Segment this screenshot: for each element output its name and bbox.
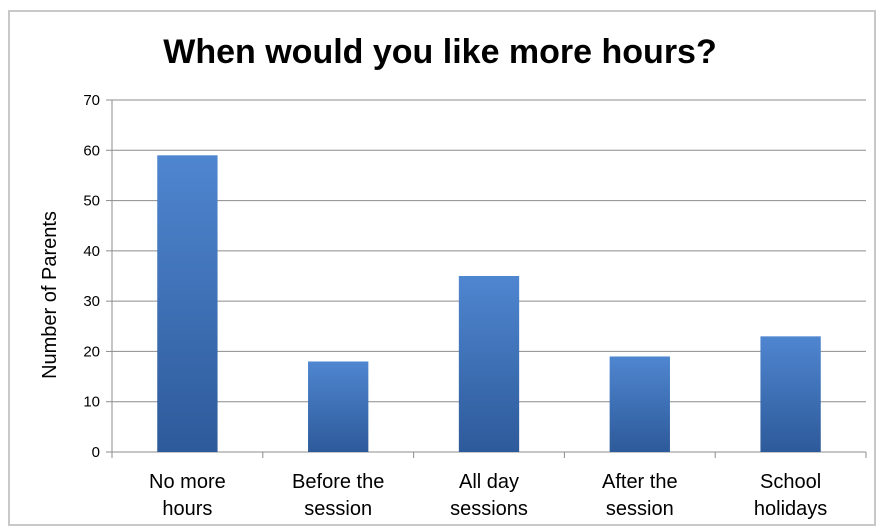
bar <box>609 356 670 452</box>
category-label: session <box>606 498 674 520</box>
category-label: session <box>304 498 372 520</box>
bar <box>157 155 218 453</box>
y-tick-label: 0 <box>92 444 100 461</box>
bars <box>157 155 821 453</box>
chart-title: When would you like more hours? <box>163 33 717 71</box>
y-tick-label: 50 <box>83 193 100 210</box>
bar <box>760 336 821 452</box>
y-tick-label: 30 <box>83 293 100 310</box>
category-label: After the <box>602 471 678 493</box>
y-axis-title: Number of Parents <box>39 211 61 379</box>
y-tick-label: 20 <box>83 343 100 360</box>
category-label: Before the <box>292 471 384 493</box>
y-tick-labels: 0 10 20 30 40 50 60 70 <box>83 92 100 461</box>
category-label: sessions <box>450 498 528 520</box>
category-label: holidays <box>754 498 827 520</box>
category-label: hours <box>162 498 212 520</box>
bar <box>308 361 369 452</box>
y-tick-label: 60 <box>83 142 100 159</box>
chart-frame <box>8 10 876 526</box>
category-label: School <box>760 471 821 493</box>
category-labels: No more hours Before the session All day sess… <box>149 471 827 520</box>
y-tick-label: 70 <box>83 92 100 109</box>
category-label: All day <box>459 471 519 493</box>
y-tick-label: 40 <box>83 243 100 260</box>
bar <box>458 276 520 452</box>
y-tick-label: 10 <box>83 394 100 411</box>
category-label: No more <box>149 471 226 493</box>
